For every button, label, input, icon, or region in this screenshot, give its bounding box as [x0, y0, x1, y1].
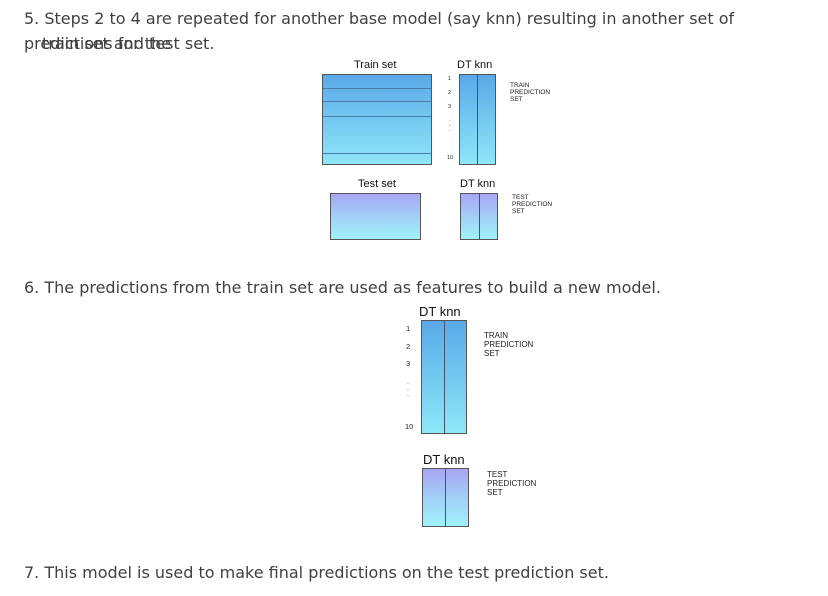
row-label-2: 2 — [448, 90, 452, 96]
model-columns-label-test: DT knn — [460, 178, 496, 190]
step-6-text: The predictions from the train set are u… — [44, 278, 661, 297]
step-5-number: 5. — [24, 9, 40, 28]
step-7-number: 7. — [24, 563, 40, 582]
row-label-3: 3 — [448, 104, 452, 110]
row-label-3: 3 — [406, 359, 411, 368]
train-set-label: Train set — [354, 59, 397, 71]
row-label-2: 2 — [406, 342, 411, 351]
step-6: 6. The predictions from the train set ar… — [24, 275, 661, 300]
step-6-number: 6. — [24, 278, 40, 297]
step-7: 7. This model is used to make final pred… — [24, 560, 609, 585]
test-set-box — [330, 193, 421, 240]
test-prediction-label-2: TEST PREDICTION SET — [487, 470, 537, 497]
step-5: 5. Steps 2 to 4 are repeated for another… — [24, 6, 824, 56]
train-prediction-box-2 — [421, 320, 467, 434]
train-prediction-box — [459, 74, 496, 165]
step-5-text-line2: train set and test set. — [42, 34, 215, 53]
test-set-label: Test set — [358, 178, 396, 190]
train-prediction-label: TRAIN PREDICTION SET — [510, 82, 551, 103]
step-5-line2: train set and test set. — [42, 31, 214, 56]
step-5-text-line1: Steps 2 to 4 are repeated for another ba… — [24, 9, 735, 53]
row-label-10: 10 — [405, 422, 414, 431]
test-prediction-box-2 — [422, 468, 469, 527]
row-label-1: 1 — [406, 324, 411, 333]
train-set-box — [322, 74, 432, 165]
model-columns-label: DT knn — [457, 59, 493, 71]
train-prediction-label-2: TRAIN PREDICTION SET — [484, 331, 534, 358]
row-ellipsis: . . . — [449, 117, 451, 133]
row-label-1: 1 — [448, 76, 452, 82]
model-columns-label-test-2: DT knn — [423, 452, 465, 467]
test-prediction-box — [460, 193, 498, 240]
row-label-10: 10 — [447, 155, 454, 161]
test-prediction-label: TEST PREDICTION SET — [512, 194, 553, 215]
model-columns-label-2: DT knn — [419, 304, 461, 319]
step-7-text: This model is used to make final predict… — [44, 563, 609, 582]
row-ellipsis-2: . . . — [407, 379, 409, 398]
